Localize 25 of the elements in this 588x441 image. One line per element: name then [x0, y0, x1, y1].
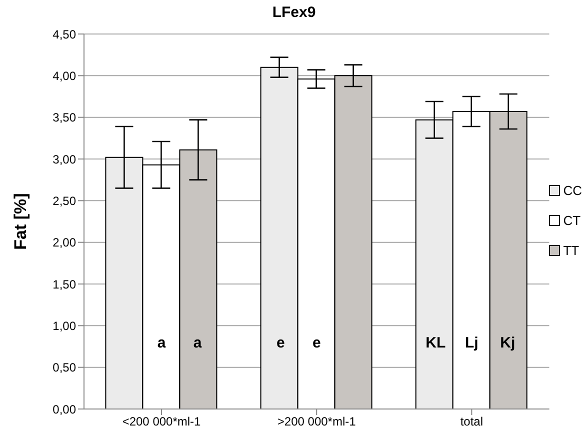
- y-tick-label: 2,00: [52, 236, 76, 250]
- x-tick-label: total: [460, 414, 484, 429]
- y-tick-label: 4,50: [52, 27, 76, 42]
- x-tick-label: <200 000*ml-1: [122, 414, 202, 429]
- chart-title: LFex9: [271, 4, 317, 21]
- y-tick-label: 4,00: [52, 68, 76, 83]
- y-tick-label: 1,00: [52, 318, 76, 333]
- legend-label: TT: [563, 243, 580, 258]
- y-axis-title: Fat [%]: [11, 193, 30, 250]
- annotation: Kj: [500, 334, 516, 352]
- y-tick-label: 3,50: [52, 110, 76, 125]
- annotation: KL: [426, 334, 446, 352]
- legend-label: CT: [563, 213, 581, 228]
- y-tick-label: 0,00: [52, 402, 76, 416]
- y-tick-label: 2,50: [52, 194, 76, 208]
- y-tick-label: 1,50: [52, 277, 76, 292]
- x-tick-label: >200 000*ml-1: [277, 414, 356, 429]
- annotation: e: [312, 334, 321, 352]
- annotation: e: [276, 334, 285, 352]
- annotation: Lj: [465, 334, 478, 352]
- legend-label: CC: [563, 183, 582, 198]
- y-tick-label: 3,00: [52, 152, 76, 166]
- annotation: a: [193, 334, 202, 352]
- annotation: a: [157, 334, 166, 352]
- y-tick-label: 0,50: [52, 360, 76, 375]
